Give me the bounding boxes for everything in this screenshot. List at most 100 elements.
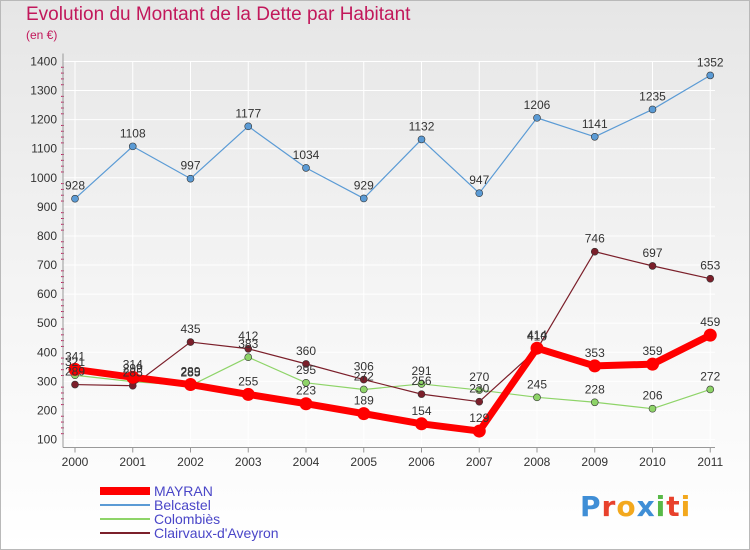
data-label-mayran: 359 (642, 344, 662, 358)
chart-subtitle: (en €) (26, 28, 58, 42)
x-tick-label: 2007 (466, 455, 493, 469)
x-tick-label: 2002 (177, 455, 204, 469)
data-label-mayran: 189 (354, 394, 374, 408)
series-line-clairvaux-d-aveyron (74, 251, 711, 403)
legend-label: Colombiès (154, 511, 221, 527)
data-point-colombi-s (417, 380, 426, 388)
logo-letter: i (655, 490, 667, 523)
data-label-colombi-s: 270 (469, 370, 489, 384)
data-label-mayran: 255 (238, 374, 258, 388)
data-label-mayran: 289 (180, 365, 200, 379)
x-tick-label: 2004 (293, 455, 320, 469)
logo-letter: P (580, 490, 602, 523)
data-point-belcastel (590, 132, 599, 141)
legend-swatch (100, 504, 150, 506)
data-point-colombi-s (359, 385, 368, 394)
series-line-mayran (74, 331, 712, 435)
proxiti-logo: Proxiti (580, 490, 691, 523)
data-label-clairvaux-d-aveyron: 285 (123, 366, 143, 380)
y-tick-label: 100 (37, 433, 57, 447)
x-tick-label: 2011 (697, 455, 723, 469)
data-point-belcastel (533, 114, 541, 122)
data-point-clairvaux-d-aveyron (706, 274, 715, 283)
data-point-belcastel (706, 71, 715, 80)
data-label-mayran: 414 (527, 328, 547, 342)
legend-swatch (100, 487, 150, 495)
series-line-belcastel (74, 74, 711, 200)
data-point-belcastel (244, 122, 253, 131)
data-label-colombi-s: 291 (411, 364, 431, 378)
data-point-belcastel (648, 105, 657, 114)
data-point-colombi-s (302, 378, 310, 387)
data-label-colombi-s: 383 (238, 337, 258, 351)
data-label-belcastel: 1132 (409, 119, 435, 133)
data-label-belcastel: 1141 (582, 117, 608, 131)
logo-letter: i (680, 490, 692, 523)
data-point-mayran (184, 378, 197, 392)
logo-letter: r (601, 490, 617, 523)
data-label-belcastel: 1177 (235, 106, 261, 120)
x-tick-label: 2000 (62, 455, 89, 469)
data-label-mayran: 223 (296, 384, 316, 398)
data-label-colombi-s: 285 (180, 366, 200, 380)
data-point-mayran (415, 417, 428, 431)
y-tick-label: 400 (37, 345, 57, 359)
legend-item-belcastel: Belcastel (100, 498, 279, 512)
data-label-mayran: 314 (123, 357, 143, 371)
data-label-belcastel: 929 (354, 178, 374, 192)
data-label-colombi-s: 206 (642, 389, 662, 403)
y-tick-label: 1400 (30, 54, 57, 68)
y-tick-label: 1300 (30, 84, 57, 98)
data-label-belcastel: 1206 (524, 98, 551, 112)
legend-swatch (100, 518, 150, 520)
data-point-clairvaux-d-aveyron (648, 262, 657, 270)
logo-letter: t (666, 490, 681, 523)
data-label-belcastel: 947 (469, 173, 489, 187)
data-label-colombi-s: 295 (296, 363, 316, 377)
data-label-clairvaux-d-aveyron: 653 (700, 259, 720, 273)
x-tick-label: 2009 (581, 455, 608, 469)
data-point-belcastel (186, 174, 195, 183)
data-label-mayran: 353 (585, 346, 605, 360)
x-tick-label: 2001 (119, 455, 146, 469)
y-tick-label: 800 (37, 229, 57, 243)
data-point-mayran (126, 370, 140, 384)
data-point-clairvaux-d-aveyron (244, 344, 253, 353)
x-tick-label: 2005 (350, 455, 377, 469)
data-label-belcastel: 1034 (293, 148, 320, 162)
data-point-colombi-s (590, 398, 599, 407)
data-label-clairvaux-d-aveyron: 697 (642, 246, 662, 260)
legend-swatch (100, 532, 150, 534)
chart-title: Evolution du Montant de la Dette par Hab… (26, 4, 411, 25)
data-point-belcastel (128, 142, 137, 151)
data-point-mayran (241, 387, 255, 401)
data-label-colombi-s: 272 (700, 369, 720, 383)
data-point-clairvaux-d-aveyron (475, 397, 484, 406)
data-label-clairvaux-d-aveyron: 306 (354, 360, 374, 374)
y-tick-label: 1100 (31, 142, 57, 156)
data-point-clairvaux-d-aveyron (71, 380, 79, 389)
data-point-clairvaux-d-aveyron (359, 375, 368, 384)
data-label-clairvaux-d-aveyron: 412 (238, 329, 258, 343)
data-point-belcastel (71, 194, 79, 203)
data-point-clairvaux-d-aveyron (590, 247, 599, 256)
data-point-mayran (646, 357, 659, 371)
data-label-mayran: 129 (469, 411, 489, 425)
data-point-colombi-s (533, 393, 541, 402)
x-tick-label: 2010 (639, 455, 666, 469)
data-point-colombi-s (244, 353, 253, 362)
data-label-belcastel: 1352 (697, 55, 724, 69)
y-tick-label: 200 (37, 403, 57, 417)
data-label-belcastel: 1108 (120, 126, 146, 140)
data-label-clairvaux-d-aveyron: 256 (411, 374, 431, 388)
data-point-mayran (530, 341, 544, 355)
legend-label: MAYRAN (154, 483, 213, 499)
x-tick-label: 2008 (524, 455, 551, 469)
y-tick-label: 900 (37, 200, 57, 214)
x-tick-label: 2006 (408, 455, 435, 469)
y-tick-label: 600 (37, 287, 57, 301)
data-point-colombi-s (475, 386, 484, 394)
data-point-belcastel (417, 135, 426, 144)
data-label-colombi-s: 321 (65, 355, 85, 369)
